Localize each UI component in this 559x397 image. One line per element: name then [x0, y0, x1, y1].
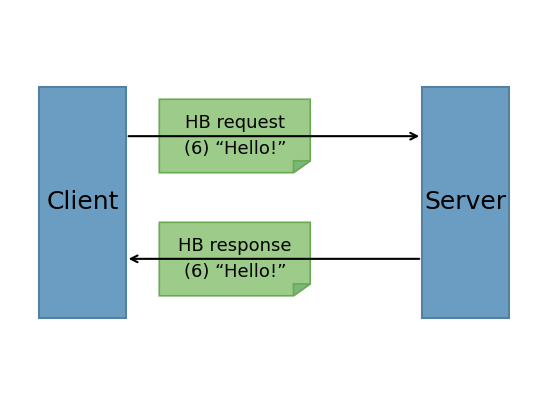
Text: HB request: HB request — [185, 114, 285, 132]
FancyBboxPatch shape — [39, 87, 126, 318]
Text: (6) “Hello!”: (6) “Hello!” — [183, 263, 286, 281]
Text: (6) “Hello!”: (6) “Hello!” — [183, 140, 286, 158]
Text: Server: Server — [424, 191, 506, 214]
Text: HB response: HB response — [178, 237, 292, 255]
Polygon shape — [293, 161, 310, 173]
Polygon shape — [159, 99, 310, 173]
Polygon shape — [293, 284, 310, 296]
FancyBboxPatch shape — [422, 87, 509, 318]
Polygon shape — [159, 222, 310, 296]
Text: Client: Client — [46, 191, 119, 214]
